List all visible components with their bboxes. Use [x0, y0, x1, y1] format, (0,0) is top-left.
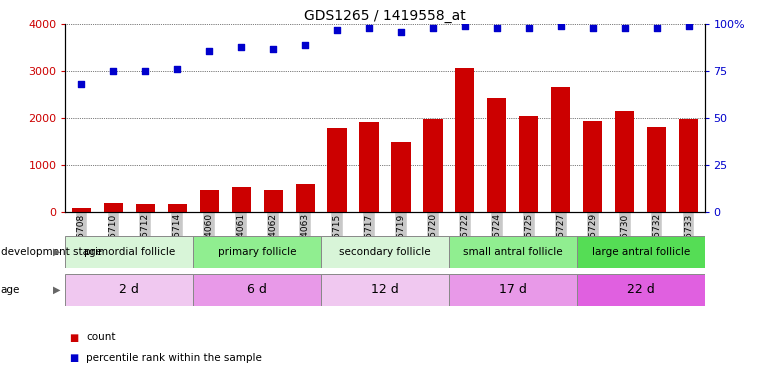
Text: 6 d: 6 d	[247, 283, 267, 296]
Bar	[449, 236, 577, 268]
Text: 12 d: 12 d	[371, 283, 399, 296]
Bar	[360, 122, 379, 212]
Bar	[72, 208, 91, 212]
Text: development stage: development stage	[1, 247, 102, 257]
Bar	[136, 204, 155, 212]
Text: 22 d: 22 d	[627, 283, 654, 296]
Text: large antral follicle: large antral follicle	[591, 247, 690, 257]
Bar	[168, 204, 187, 212]
Bar	[577, 236, 705, 268]
Bar	[193, 236, 321, 268]
Point	[618, 25, 631, 31]
Point	[299, 42, 311, 48]
Bar	[551, 87, 571, 212]
Point	[363, 25, 375, 31]
Text: ■: ■	[69, 333, 79, 342]
Point	[587, 25, 599, 31]
Bar	[65, 236, 193, 268]
Bar	[327, 128, 346, 212]
Point	[651, 25, 663, 31]
Text: age: age	[1, 285, 20, 295]
Point	[107, 68, 119, 74]
Bar	[449, 274, 577, 306]
Text: ■: ■	[69, 353, 79, 363]
Point	[267, 46, 280, 52]
Bar	[321, 236, 449, 268]
Point	[171, 66, 183, 72]
Point	[523, 25, 535, 31]
Bar	[193, 274, 321, 306]
Text: ▶: ▶	[52, 247, 60, 257]
Bar	[424, 118, 443, 212]
Point	[682, 23, 695, 29]
Text: count: count	[86, 333, 115, 342]
Point	[459, 23, 471, 29]
Text: primary follicle: primary follicle	[218, 247, 296, 257]
Bar	[583, 122, 602, 212]
Text: 2 d: 2 d	[119, 283, 139, 296]
Title: GDS1265 / 1419558_at: GDS1265 / 1419558_at	[304, 9, 466, 23]
Point	[427, 25, 439, 31]
Text: small antral follicle: small antral follicle	[463, 247, 563, 257]
Point	[490, 25, 503, 31]
Text: primordial follicle: primordial follicle	[84, 247, 175, 257]
Bar	[487, 98, 507, 212]
Text: 17 d: 17 d	[499, 283, 527, 296]
Bar	[679, 118, 698, 212]
Bar	[65, 274, 193, 306]
Bar	[104, 203, 123, 212]
Text: secondary follicle: secondary follicle	[340, 247, 430, 257]
Bar	[263, 190, 283, 212]
Point	[139, 68, 152, 74]
Bar	[232, 187, 251, 212]
Bar	[199, 190, 219, 212]
Point	[331, 27, 343, 33]
Point	[235, 44, 247, 50]
Bar	[296, 184, 315, 212]
Bar	[519, 116, 538, 212]
Bar	[391, 142, 410, 212]
Text: percentile rank within the sample: percentile rank within the sample	[86, 353, 262, 363]
Point	[75, 81, 88, 87]
Point	[554, 23, 567, 29]
Bar	[321, 274, 449, 306]
Point	[203, 48, 216, 54]
Bar	[615, 111, 634, 212]
Bar	[455, 68, 474, 212]
Bar	[577, 274, 705, 306]
Text: ▶: ▶	[52, 285, 60, 295]
Point	[395, 29, 407, 35]
Bar	[647, 127, 666, 212]
